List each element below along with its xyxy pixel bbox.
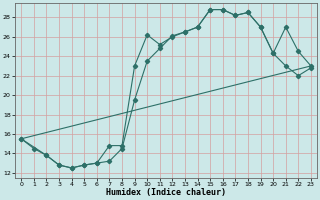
X-axis label: Humidex (Indice chaleur): Humidex (Indice chaleur) <box>106 188 226 197</box>
